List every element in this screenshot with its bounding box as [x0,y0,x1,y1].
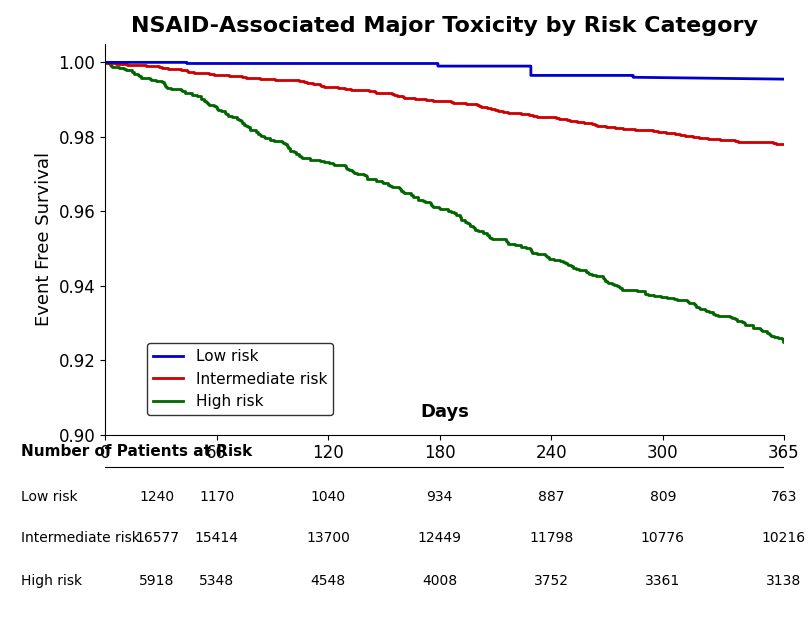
Intermediate risk [515,109,524,117]
Text: 3138: 3138 [766,574,802,588]
Text: 3752: 3752 [534,574,569,588]
High risk [558,258,568,265]
High risk [241,122,250,129]
Text: 3361: 3361 [646,574,680,588]
Text: 10216: 10216 [762,531,806,545]
Line: High risk: High risk [105,62,784,342]
Legend: Low risk, Intermediate risk, High risk: Low risk, Intermediate risk, High risk [146,343,333,416]
Intermediate risk [474,102,484,109]
Low risk [182,59,191,66]
Text: 1170: 1170 [199,490,234,504]
Low risk [182,60,191,68]
Low risk [629,74,638,81]
Low risk [526,72,536,79]
Line: Low risk: Low risk [105,62,784,79]
Text: 15414: 15414 [195,531,238,545]
Text: 10776: 10776 [641,531,685,545]
Text: 1040: 1040 [310,490,346,504]
Text: 16577: 16577 [135,531,179,545]
High risk [779,338,789,346]
Low risk [433,60,443,68]
Text: 5918: 5918 [140,574,175,588]
Low risk [629,72,638,79]
High risk [343,164,352,172]
Low risk [779,76,789,83]
High risk [180,88,190,95]
Intermediate risk [779,141,789,148]
Text: 12449: 12449 [418,531,461,545]
Intermediate risk [620,126,629,133]
Text: 11798: 11798 [529,531,574,545]
Text: 4008: 4008 [423,574,457,588]
Text: High risk: High risk [21,574,82,588]
Intermediate risk [677,131,687,139]
High risk [779,338,789,346]
Text: Intermediate risk: Intermediate risk [21,531,141,545]
Intermediate risk [776,141,785,148]
Text: 887: 887 [538,490,565,504]
Text: NSAID-Associated Major Toxicity by Risk Category: NSAID-Associated Major Toxicity by Risk … [131,16,758,36]
High risk [541,251,551,259]
Text: 1240: 1240 [140,490,175,504]
Text: Low risk: Low risk [21,490,78,504]
Line: Intermediate risk: Intermediate risk [105,62,784,144]
Intermediate risk [194,69,204,77]
Y-axis label: Event Free Survival: Event Free Survival [35,152,53,326]
Low risk [526,62,536,70]
Text: 809: 809 [650,490,676,504]
High risk [243,123,253,131]
Text: 763: 763 [771,490,797,504]
High risk [100,59,110,66]
Text: 4548: 4548 [310,574,346,588]
Intermediate risk [100,59,110,66]
Text: 5348: 5348 [199,574,234,588]
Text: 13700: 13700 [306,531,350,545]
Text: 934: 934 [427,490,453,504]
Intermediate risk [470,101,480,108]
Low risk [433,62,443,70]
Text: Days: Days [420,402,469,421]
Text: Number of Patients at Risk: Number of Patients at Risk [21,444,253,459]
Low risk [100,59,110,66]
